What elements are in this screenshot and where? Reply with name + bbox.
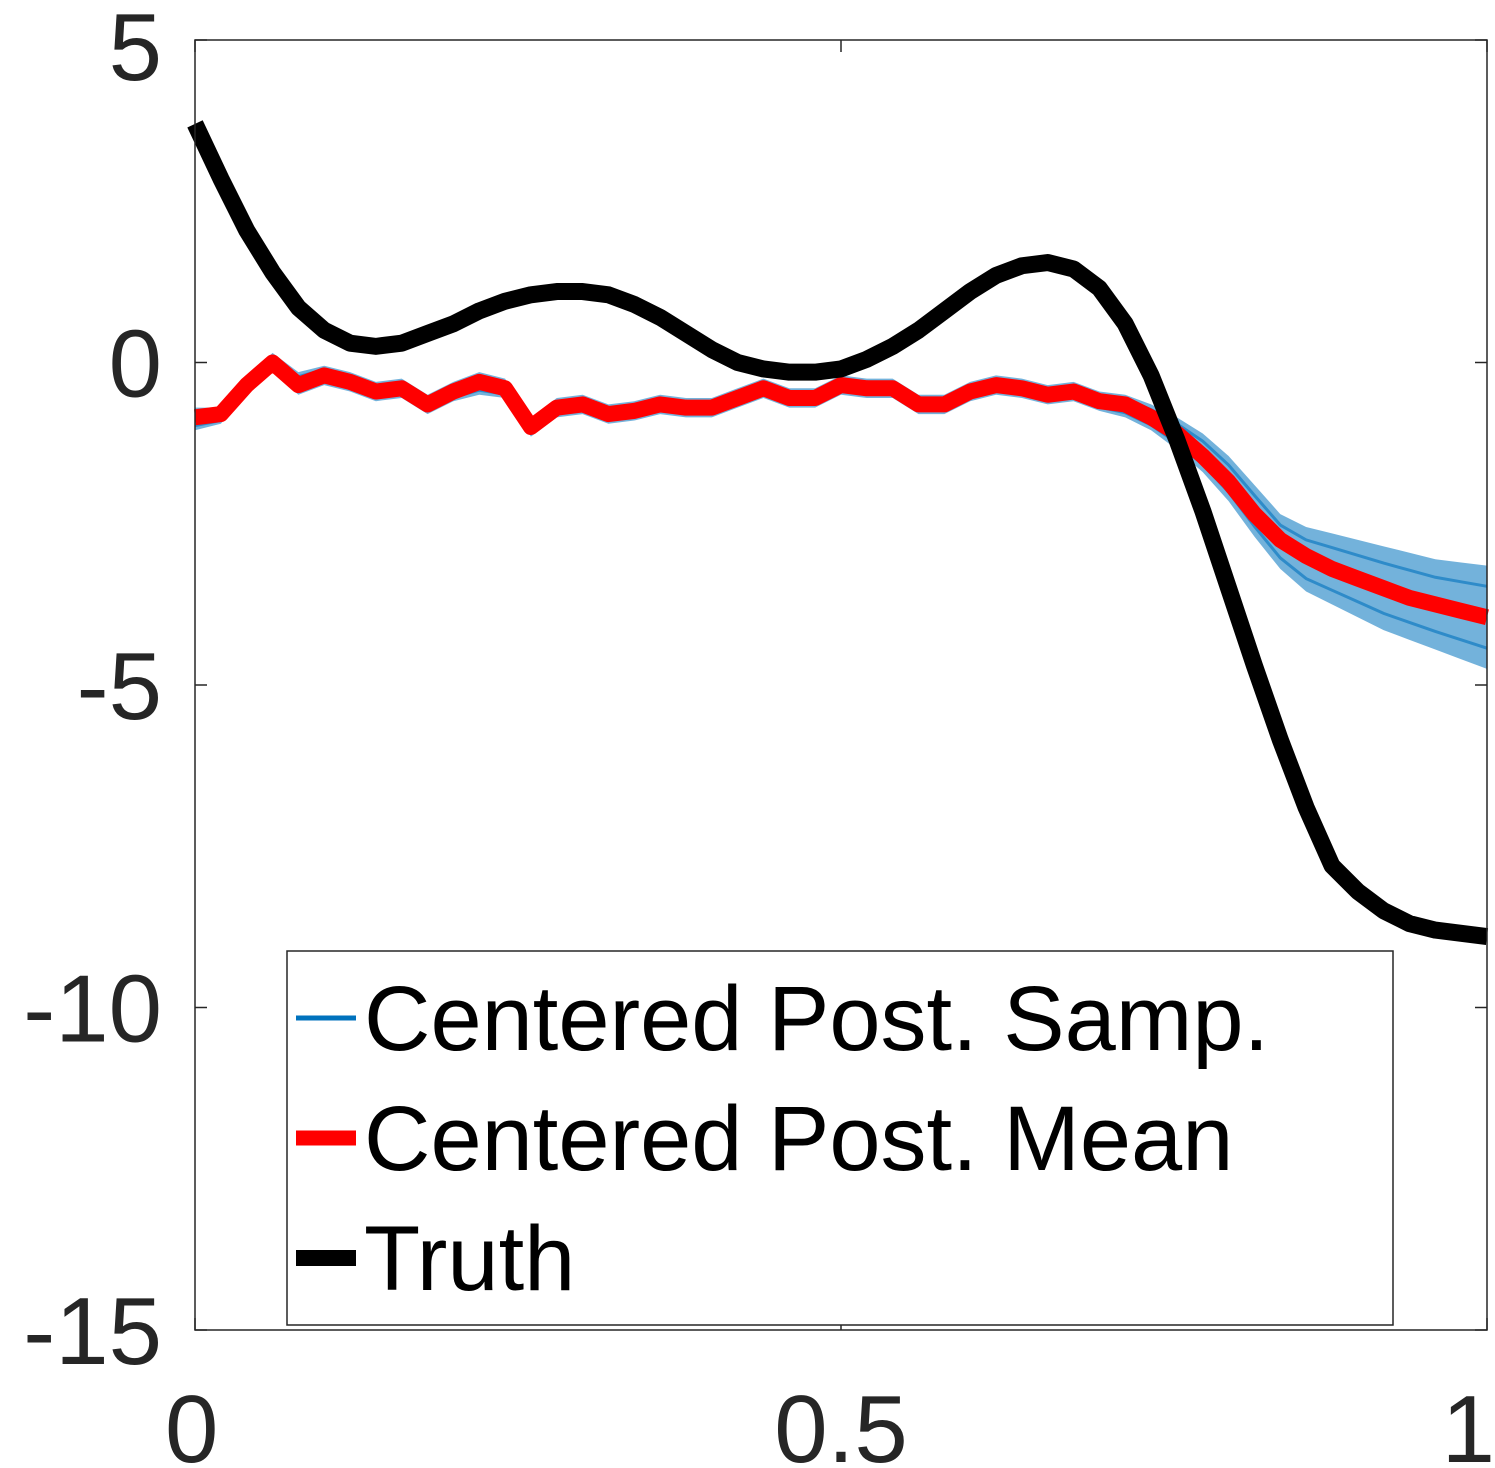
legend: Centered Post. Samp. Centered Post. Mean T… [286,950,1394,1326]
series-lines [187,120,1489,945]
y-tick-label: 5 [109,0,162,101]
truth-line [187,120,1489,945]
y-tick-label: -10 [23,956,162,1063]
centered-post-mean-line [194,354,1489,626]
y-tick-label: -5 [77,633,162,740]
x-tick-label: 0.5 [774,1376,907,1468]
legend-label: Truth [364,1208,575,1310]
x-tick-label: 0 [165,1376,218,1468]
y-tick-label: -15 [23,1278,162,1385]
legend-box [286,950,1394,1326]
legend-label: Centered Post. Mean [364,1088,1233,1190]
y-tick-label: 0 [109,311,162,418]
axis-ticks: 0 0.5 1 5 0 -5 -10 -15 [23,0,1495,1468]
x-tick-label: 1 [1442,1376,1495,1468]
legend-label: Centered Post. Samp. [364,968,1269,1070]
